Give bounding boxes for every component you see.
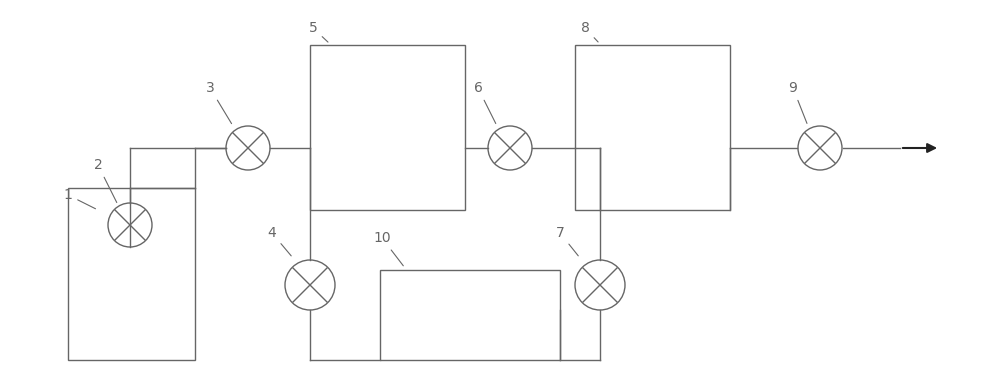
Bar	[380, 270, 560, 360]
Bar	[68, 188, 195, 360]
Text: 8: 8	[581, 21, 598, 42]
Text: 9: 9	[789, 81, 807, 124]
Text: 4: 4	[268, 226, 291, 256]
Text: 2: 2	[94, 158, 117, 203]
Text: 7: 7	[556, 226, 578, 256]
Bar	[575, 45, 730, 210]
Text: 10: 10	[373, 231, 403, 266]
Text: 6: 6	[474, 81, 496, 124]
Text: 3: 3	[206, 81, 232, 124]
Text: 1: 1	[64, 188, 96, 209]
Bar	[310, 45, 465, 210]
Text: 5: 5	[309, 21, 328, 42]
